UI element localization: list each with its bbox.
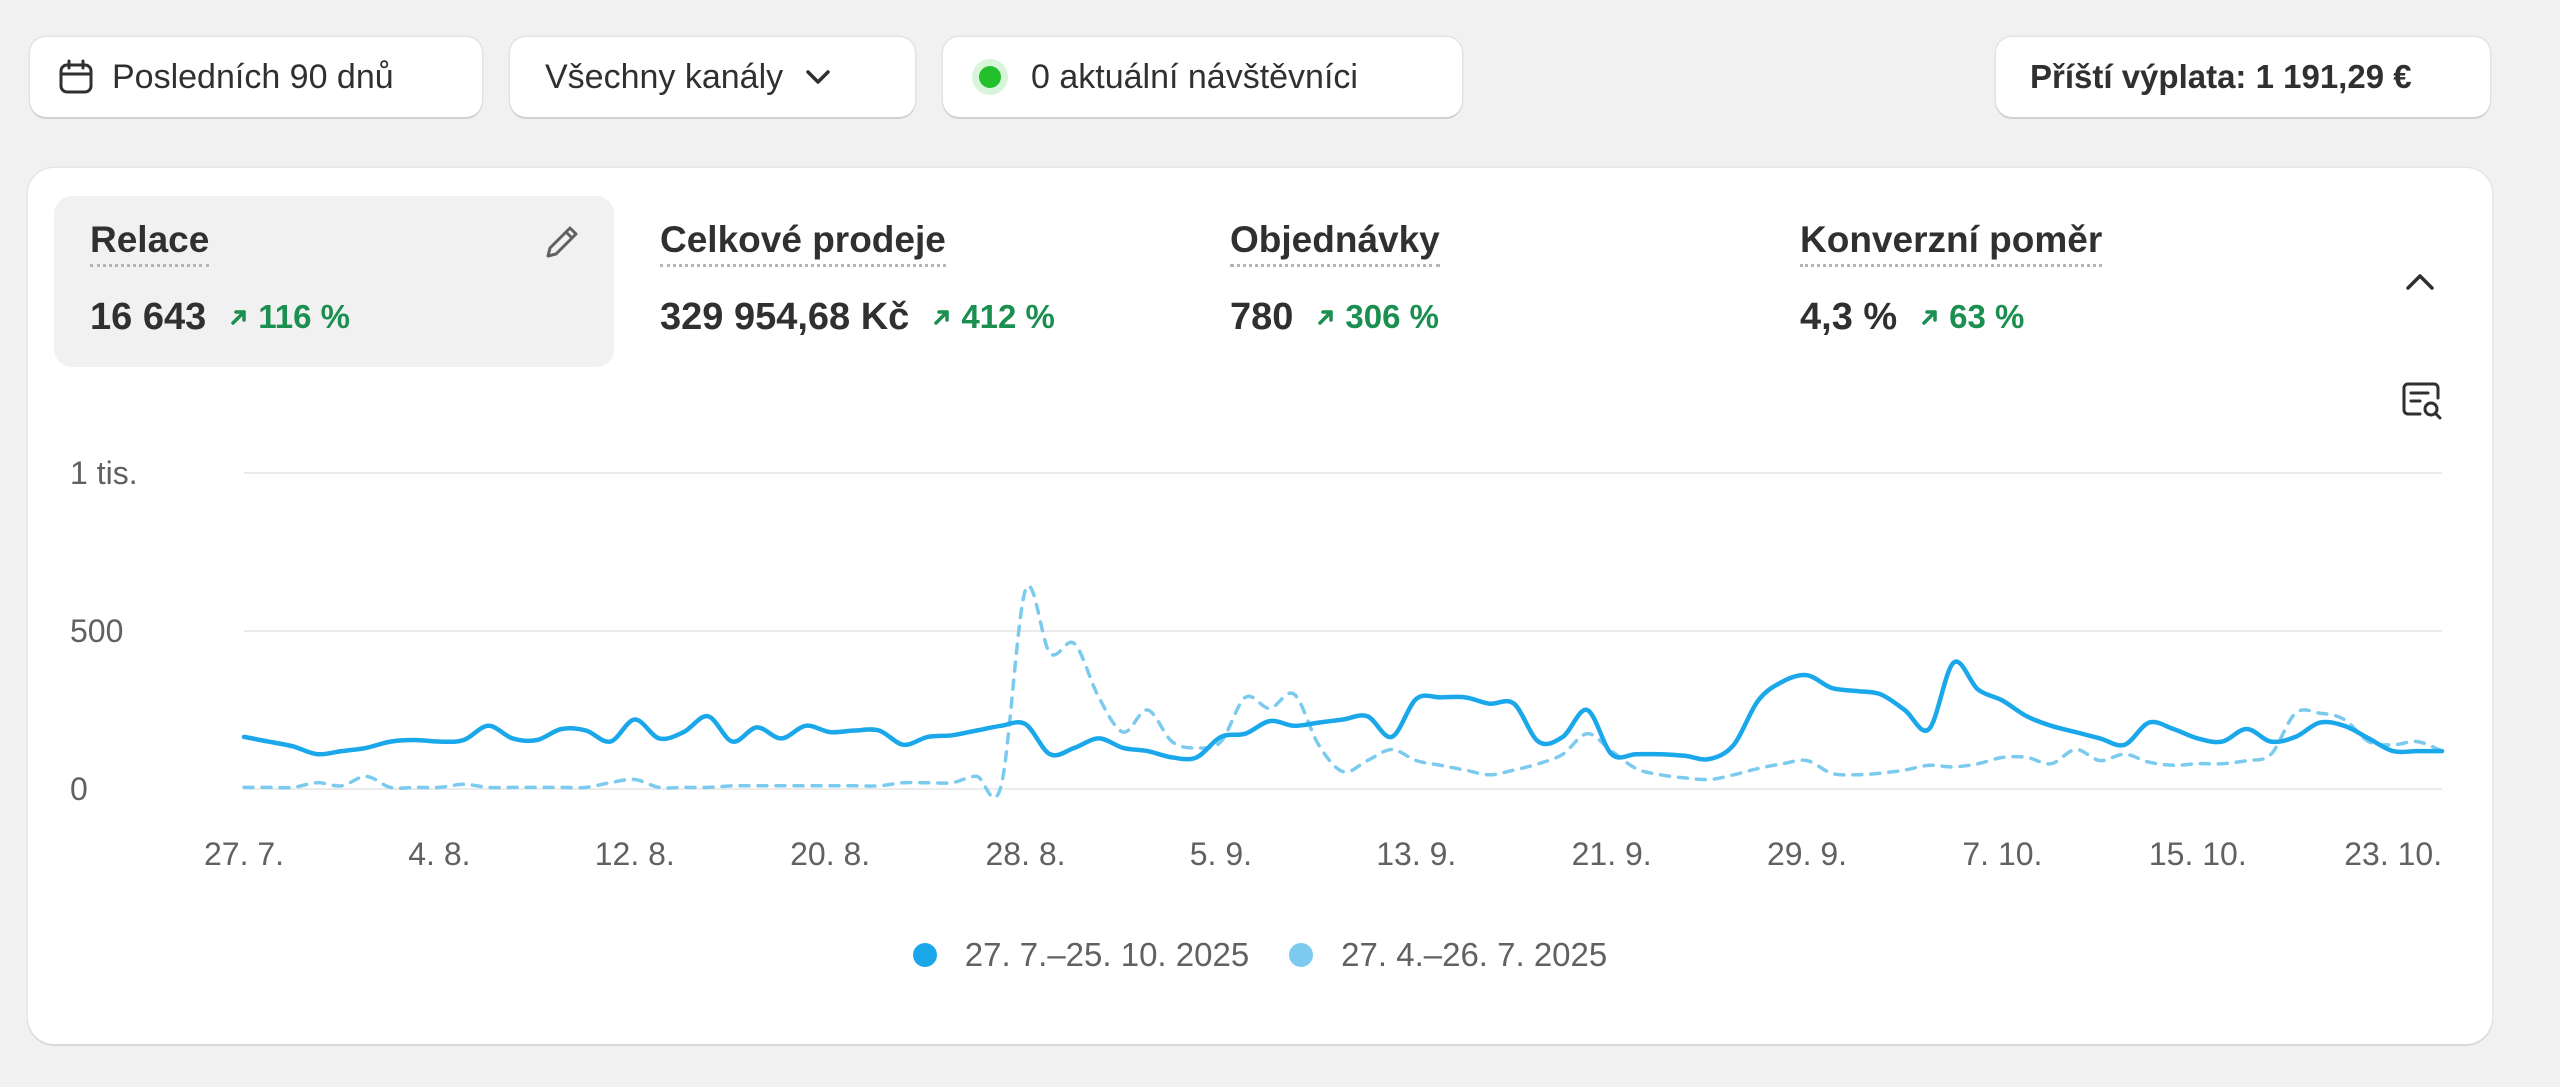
metric-label: Konverzní poměr — [1800, 218, 2103, 267]
legend-label: 27. 4.–26. 7. 2025 — [1341, 936, 1608, 973]
y-tick-label: 1 tis. — [70, 455, 138, 491]
x-tick-label: 5. 9. — [1190, 836, 1252, 872]
next-payout-label: Příští výplata: 1 191,29 € — [2030, 58, 2412, 95]
chevron-up-icon[interactable] — [2398, 260, 2442, 309]
date-range-label: Posledních 90 dnů — [112, 57, 394, 96]
y-tick-label: 500 — [70, 613, 123, 649]
x-tick-label: 13. 9. — [1376, 836, 1456, 872]
channels-label: Všechny kanály — [545, 57, 784, 96]
x-tick-label: 20. 8. — [790, 836, 870, 872]
metric-change-value: 63 % — [1949, 298, 2025, 335]
legend-label: 27. 7.–25. 10. 2025 — [964, 936, 1250, 973]
chart-search-icon[interactable] — [2400, 378, 2446, 429]
chart-legend: 27. 7.–25. 10. 2025 27. 4.–26. 7. 2025 — [28, 936, 2492, 974]
live-visitors-label: 0 aktuální návštěvníci — [1031, 57, 1358, 96]
trend-up-icon — [934, 310, 950, 325]
metric-change: 412 % — [931, 294, 1055, 340]
x-tick-label: 12. 8. — [595, 836, 675, 872]
x-tick-label: 7. 10. — [1962, 836, 2042, 872]
legend-item-current[interactable]: 27. 7.–25. 10. 2025 — [912, 936, 1250, 974]
legend-item-previous[interactable]: 27. 4.–26. 7. 2025 — [1289, 936, 1607, 974]
metric-tab-orders[interactable]: Objednávky 780 306 % — [1194, 196, 1754, 367]
x-tick-label: 23. 10. — [2344, 836, 2442, 872]
metric-change-value: 116 % — [258, 298, 350, 335]
sessions-line-chart: 0 500 1 tis. 27. 7. 4. 8. 12. 8. 20. 8. 28. 8. 5… — [70, 455, 2445, 872]
trend-up-icon — [231, 310, 246, 325]
metric-tab-sessions[interactable]: Relace 16 643 116 % — [54, 196, 614, 367]
metric-label: Celkové prodeje — [660, 218, 946, 267]
metric-label: Relace — [90, 218, 210, 267]
metric-tab-conversion-rate[interactable]: Konverzní poměr 4,3 % 63 % — [1764, 196, 2324, 367]
metric-change-value: 412 % — [961, 298, 1055, 335]
metric-value: 4,3 % — [1800, 296, 1898, 338]
metric-value: 16 643 — [90, 296, 207, 338]
analytics-card: Relace 16 643 116 % Celkové prodeje 329 … — [28, 168, 2492, 1044]
live-visitors-button[interactable]: 0 aktuální návštěvníci — [943, 37, 1462, 117]
metric-change: 63 % — [1919, 294, 2024, 340]
next-payout-button[interactable]: Příští výplata: 1 191,29 € — [1996, 37, 2490, 117]
metric-change: 306 % — [1315, 294, 1439, 340]
live-status-dot — [979, 66, 1001, 88]
metric-label: Objednávky — [1230, 218, 1440, 267]
date-range-button[interactable]: Posledních 90 dnů — [30, 37, 482, 117]
x-tick-label: 27. 7. — [204, 836, 284, 872]
x-tick-label: 4. 8. — [408, 836, 470, 872]
metric-tab-total-sales[interactable]: Celkové prodeje 329 954,68 Kč 412 % — [624, 196, 1184, 367]
series-line-previous — [242, 584, 2444, 800]
metric-change-value: 306 % — [1345, 298, 1439, 335]
pencil-icon[interactable] — [540, 220, 584, 269]
y-tick-label: 0 — [70, 771, 88, 807]
trend-up-icon — [1922, 310, 1937, 325]
x-tick-label: 21. 9. — [1572, 836, 1652, 872]
chevron-down-icon — [801, 60, 835, 94]
calendar-icon — [56, 57, 96, 97]
trend-up-icon — [1318, 310, 1334, 325]
legend-swatch — [1289, 943, 1314, 967]
legend-swatch — [912, 943, 937, 967]
x-tick-label: 29. 9. — [1767, 836, 1847, 872]
x-tick-label: 15. 10. — [2149, 836, 2247, 872]
series-line-current — [241, 659, 2445, 762]
metric-value: 780 — [1230, 296, 1294, 338]
channels-dropdown[interactable]: Všechny kanály — [510, 37, 915, 117]
metric-change: 116 % — [228, 294, 350, 340]
metric-value: 329 954,68 Kč — [660, 296, 910, 338]
x-tick-label: 28. 8. — [985, 836, 1065, 872]
